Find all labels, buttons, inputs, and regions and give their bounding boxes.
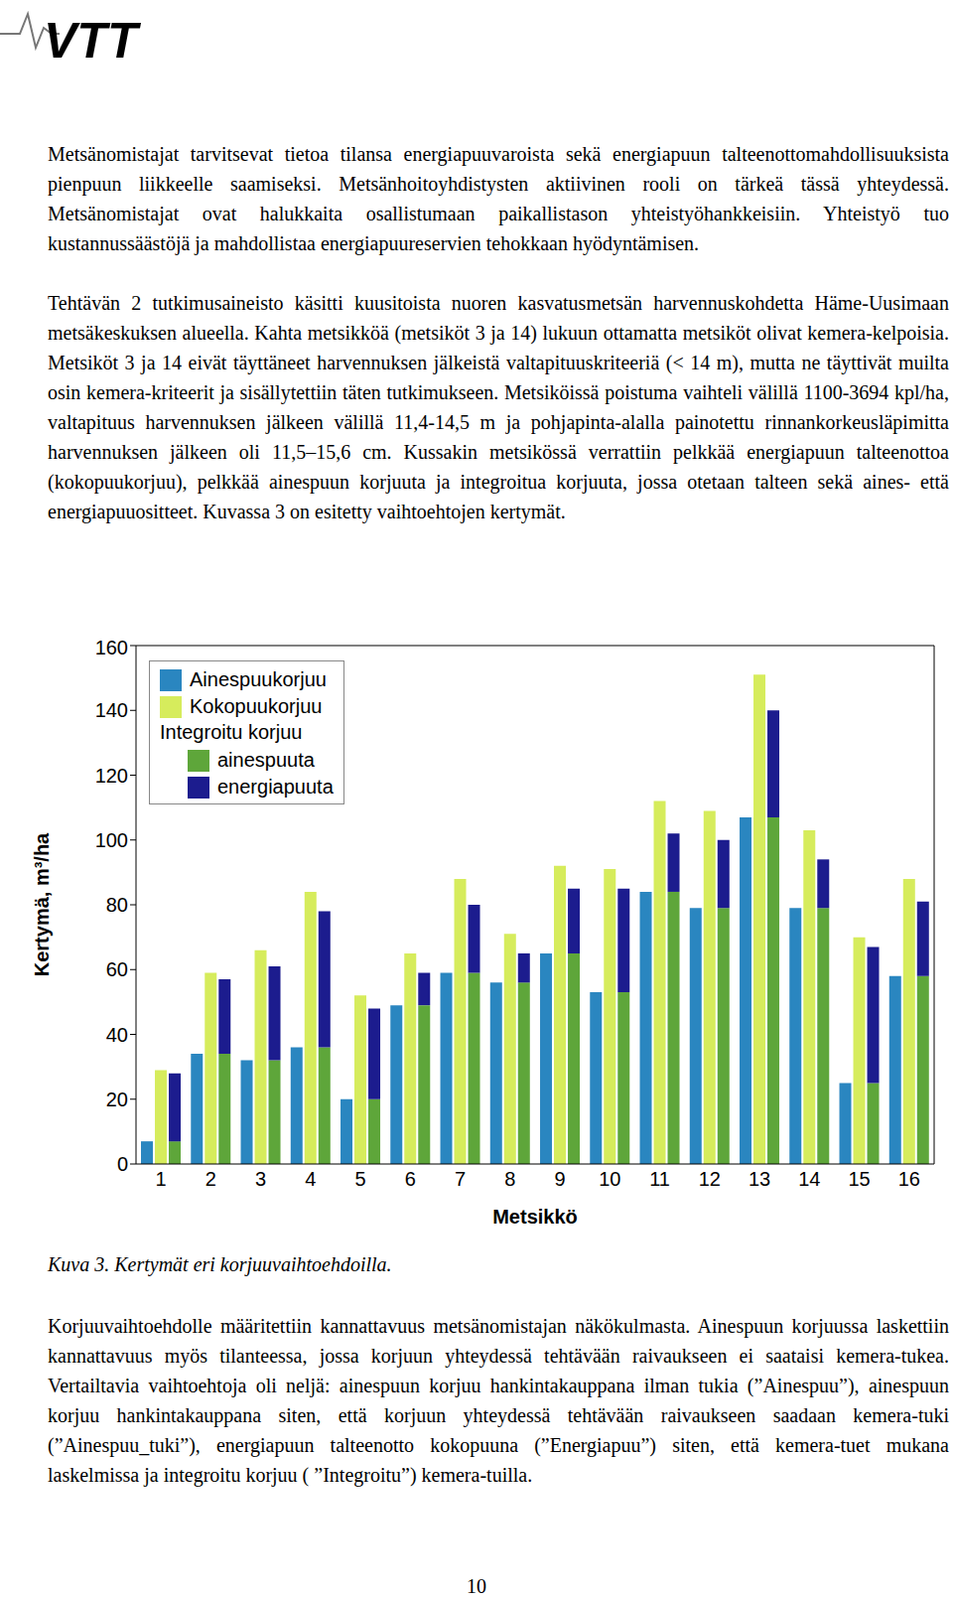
html-text:Kuva 3. Kertymät eri korjuuvai: Kuva 3. Kertymät eri korjuuvaihtoehdoill…: [47, 1252, 392, 1275]
svg-text:60: 60: [106, 957, 129, 980]
html-text:Ainespuukorjuu: Ainespuukorjuu: [189, 668, 327, 691]
svg-text:1: 1: [155, 1167, 167, 1190]
svg-text:Kertymä, m³/ha: Kertymä, m³/ha: [30, 831, 53, 976]
html-text:Tehtävän 2 tutkimusaineisto kä: Tehtävän 2 tutkimusaineisto käsitti kuus…: [47, 291, 950, 523]
svg-text:3: 3: [255, 1167, 267, 1190]
svg-text:120: 120: [95, 764, 129, 787]
svg-text:7: 7: [454, 1167, 466, 1190]
html-text:energiapuuta: energiapuuta: [217, 775, 334, 798]
svg-text:Metsikkö: Metsikkö: [492, 1205, 578, 1224]
svg-text:15: 15: [848, 1167, 871, 1190]
svg-text:4: 4: [304, 1167, 316, 1190]
html-text:ainespuuta: ainespuuta: [217, 748, 315, 771]
html-text:10: 10: [466, 1574, 487, 1597]
html-text:Integroitu korjuu: Integroitu korjuu: [159, 720, 303, 743]
svg-text:6: 6: [405, 1167, 416, 1190]
svg-text:160: 160: [95, 636, 129, 659]
svg-text:12: 12: [698, 1167, 721, 1190]
svg-text:20: 20: [106, 1088, 129, 1110]
svg-text:16: 16: [898, 1167, 921, 1190]
html-text:Kokopuukorjuu: Kokopuukorjuu: [189, 695, 323, 717]
html-text:Metsänomistajat tarvitsevat ti: Metsänomistajat tarvitsevat tietoa tilan…: [47, 142, 950, 255]
svg-text:11: 11: [649, 1167, 671, 1190]
svg-text:0: 0: [117, 1152, 129, 1175]
svg-text:5: 5: [355, 1167, 367, 1190]
svg-text:14: 14: [798, 1167, 820, 1190]
svg-text:40: 40: [106, 1023, 129, 1046]
svg-text:80: 80: [106, 893, 129, 916]
svg-text:10: 10: [598, 1167, 621, 1190]
html-text:Korjuuvaihtoehdolle määritetti: Korjuuvaihtoehdolle määritettiin kannatt…: [47, 1314, 950, 1486]
svg-text:2: 2: [205, 1167, 217, 1190]
svg-text:9: 9: [554, 1167, 566, 1190]
svg-text:13: 13: [748, 1167, 771, 1190]
svg-text:8: 8: [504, 1167, 516, 1190]
svg-text:140: 140: [95, 698, 129, 721]
svg-text:VTT: VTT: [43, 12, 142, 69]
svg-text:100: 100: [95, 828, 129, 851]
